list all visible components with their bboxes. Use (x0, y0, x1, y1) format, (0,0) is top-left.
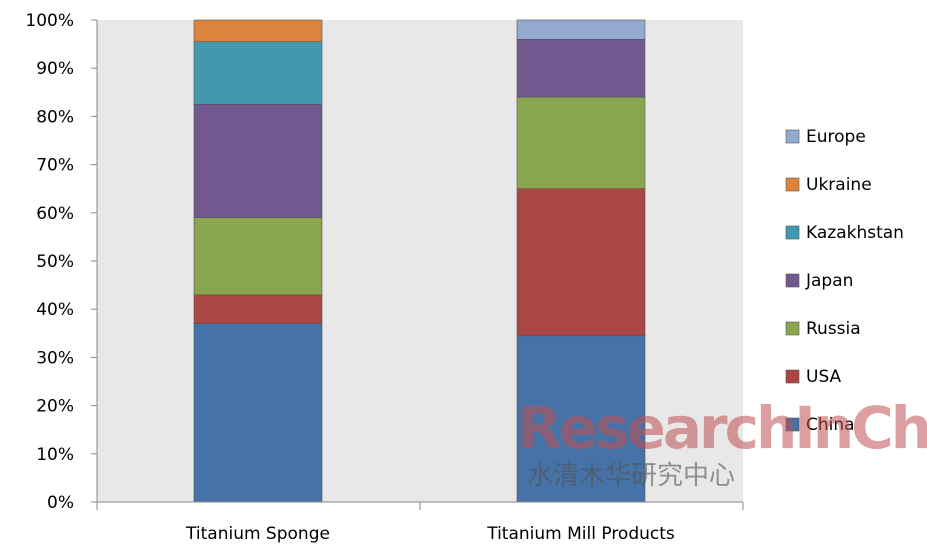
legend-label-usa: USA (806, 367, 842, 387)
legend-swatch-china (785, 417, 800, 432)
legend-swatch-europe (785, 129, 800, 144)
y-tick-label: 60% (36, 204, 74, 224)
bar-segment-titanium-sponge-japan (193, 104, 323, 218)
y-tick-label: 90% (36, 59, 74, 79)
y-tick-label: 80% (36, 107, 74, 127)
legend-label-japan: Japan (805, 271, 853, 291)
y-tick-label: 30% (36, 348, 74, 368)
bar-segment-titanium-mill-products-russia (516, 96, 646, 190)
legend-label-kazakhstan: Kazakhstan (806, 223, 904, 243)
x-category-label: Titanium Sponge (185, 524, 330, 544)
y-tick-label: 10% (36, 445, 74, 465)
watermark-logo: ResearchInChina (517, 394, 927, 462)
legend-swatch-kazakhstan (785, 225, 800, 240)
legend-label-ukraine: Ukraine (806, 175, 872, 195)
bar-segment-titanium-sponge-ukraine (193, 19, 323, 42)
legend-swatch-usa (785, 369, 800, 384)
y-tick-label: 0% (47, 493, 74, 513)
y-tick-label: 50% (36, 252, 74, 272)
bar-segment-titanium-mill-products-china (516, 335, 646, 503)
legend-swatch-russia (785, 321, 800, 336)
y-tick-label: 100% (25, 11, 74, 31)
bar-segment-titanium-mill-products-usa (516, 188, 646, 337)
bar-segment-titanium-mill-products-japan (516, 38, 646, 98)
bar-segment-titanium-sponge-usa (193, 294, 323, 324)
legend: Europe Ukraine Kazakhstan Japan Russia USA Chi… (785, 127, 904, 435)
bars-group (193, 19, 646, 503)
y-tick-label: 70% (36, 156, 74, 176)
y-tick-label: 20% (36, 397, 74, 417)
bar-segment-titanium-mill-products-europe (516, 19, 646, 40)
legend-swatch-japan (785, 273, 800, 288)
legend-swatch-ukraine (785, 177, 800, 192)
watermark-subtitle: 水清木华研究中心 (527, 461, 735, 491)
x-category-label: Titanium Mill Products (486, 524, 675, 544)
bar-segment-titanium-sponge-russia (193, 217, 323, 296)
legend-label-russia: Russia (806, 319, 861, 339)
bar-segment-titanium-sponge-kazakhstan (193, 41, 323, 105)
legend-label-china: China (806, 415, 855, 435)
axes-group: 0% 10% 20% 30% 40% 50% 60% 70% 80% 90% 100% Titaniu… (25, 11, 744, 544)
legend-label-europe: Europe (806, 127, 866, 147)
bar-segment-titanium-sponge-china (193, 323, 323, 503)
watermark: ResearchInChina 水清木华研究中心 (517, 394, 927, 491)
y-tick-label: 40% (36, 300, 74, 320)
